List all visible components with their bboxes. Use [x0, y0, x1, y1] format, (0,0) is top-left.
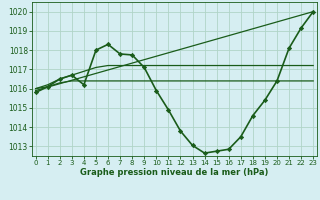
X-axis label: Graphe pression niveau de la mer (hPa): Graphe pression niveau de la mer (hPa) [80, 168, 268, 177]
